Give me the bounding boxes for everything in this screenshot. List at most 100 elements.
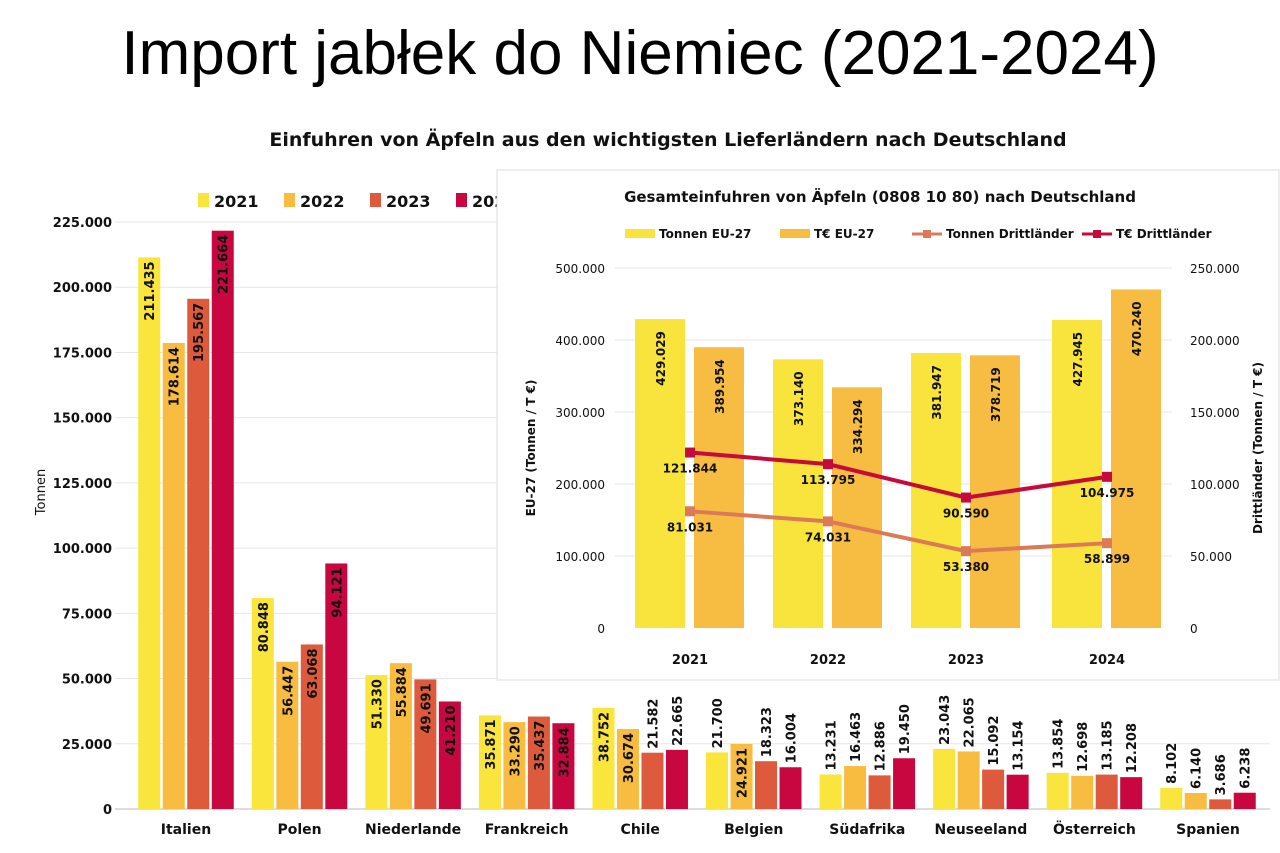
data-label: 8.102 [1165, 743, 1180, 784]
bar-2024-Polen [325, 563, 348, 809]
bar-2024-Italien [211, 230, 234, 809]
inset-title: Gesamteinfuhren von Äpfeln (0808 10 80) … [624, 187, 1136, 206]
data-label: 35.437 [533, 721, 548, 771]
inset-left-tick: 400.000 [555, 334, 605, 348]
bar-2021-Neuseeland [933, 748, 956, 809]
inset-line-marker [1102, 538, 1112, 549]
data-label: 22.665 [671, 696, 686, 746]
bar-2022-Niederlande [389, 663, 412, 809]
inset-legend-marker [923, 230, 931, 238]
data-label: 195.567 [192, 303, 207, 362]
y-axis-label: Tonnen [34, 469, 49, 516]
bar-2023-Neuseeland [982, 769, 1005, 809]
category-label: Frankreich [485, 822, 569, 838]
inset-bar-label: 429.029 [654, 331, 668, 386]
bar-2024-Belgien [779, 767, 802, 809]
bar-2021-Frankreich [478, 715, 501, 809]
category-label: Österreich [1053, 820, 1136, 838]
bar-2024-Österreich [1120, 777, 1143, 809]
bar-2021-Niederlande [365, 675, 388, 809]
inset-right-tick: 150.000 [1190, 406, 1240, 420]
inset-line-label: 81.031 [667, 520, 713, 534]
data-label: 211.435 [143, 261, 158, 320]
inset-right-axis-label: Drittländer (Tonnen / T €) [1251, 362, 1265, 534]
inset-legend-swatch [780, 229, 810, 238]
inset-legend-label: Tonnen EU-27 [659, 227, 751, 241]
data-label: 55.884 [395, 667, 410, 717]
category-label: Polen [277, 822, 321, 838]
bar-2022-Neuseeland [957, 751, 980, 809]
inset-right-tick: 200.000 [1190, 334, 1240, 348]
inset-left-tick: 200.000 [555, 478, 605, 492]
y-tick-label: 100.000 [53, 542, 112, 557]
inset-bar-Tonnen EU-27-2022 [773, 359, 823, 628]
data-label: 94.121 [330, 567, 345, 617]
category-label: Niederlande [365, 822, 461, 838]
bar-2024-Spanien [1233, 792, 1256, 809]
bar-2022-Italien [162, 343, 185, 809]
bar-2022-Österreich [1071, 775, 1094, 809]
bar-2021-Chile [592, 707, 615, 809]
inset-bar-Tonnen EU-27-2024 [1052, 319, 1102, 628]
inset-line-label: 104.975 [1080, 486, 1135, 500]
inset-line-label: 58.899 [1084, 552, 1130, 566]
data-label: 13.185 [1101, 720, 1116, 770]
data-label: 21.700 [711, 698, 726, 748]
category-label: Belgien [724, 822, 783, 838]
data-label: 32.884 [557, 727, 572, 777]
legend-swatch-2024 [456, 193, 467, 207]
data-label: 35.871 [484, 719, 499, 769]
inset-line-marker [1102, 471, 1112, 482]
inset-line-marker [823, 459, 833, 470]
bar-2023-Spanien [1209, 799, 1232, 809]
data-label: 6.238 [1239, 748, 1254, 789]
bar-2021-Spanien [1160, 787, 1183, 809]
data-label: 13.854 [1052, 719, 1067, 769]
inset-left-tick: 500.000 [555, 262, 605, 276]
inset-line-label: 90.590 [943, 507, 989, 521]
bar-2023-Südafrika [868, 775, 891, 809]
data-label: 3.686 [1214, 754, 1229, 795]
y-tick-label: 75.000 [62, 607, 112, 622]
inset-legend-label: T€ Drittländer [1116, 227, 1212, 241]
inset-line-Tonnen Drittländer [689, 509, 1108, 554]
data-label: 221.664 [217, 235, 232, 294]
inset-legend-label: Tonnen Drittländer [946, 227, 1074, 241]
category-label: Italien [161, 822, 211, 838]
data-label: 49.691 [419, 683, 434, 733]
data-label: 13.231 [825, 720, 840, 770]
inset-category-label: 2022 [810, 653, 846, 668]
data-label: 51.330 [370, 679, 385, 729]
data-label: 41.210 [444, 705, 459, 755]
bar-2024-Frankreich [552, 723, 575, 809]
bar-2024-Neuseeland [1006, 774, 1029, 809]
category-label: Neuseeland [935, 822, 1028, 838]
legend-label-2023: 2023 [386, 192, 431, 211]
y-tick-label: 225.000 [53, 216, 112, 231]
data-label: 16.004 [785, 713, 800, 763]
inset-bar-label: 378.719 [989, 367, 1003, 422]
data-label: 13.154 [1012, 721, 1027, 771]
data-label: 18.323 [760, 707, 775, 757]
data-label: 12.698 [1076, 722, 1091, 772]
inset-line-marker [685, 506, 695, 517]
inset-right-tick: 100.000 [1190, 478, 1240, 492]
category-label: Südafrika [829, 822, 905, 838]
inset-bar-label: 470.240 [1130, 301, 1144, 356]
inset-bar-label: 381.947 [930, 365, 944, 420]
inset-bar-label: 373.140 [792, 371, 806, 426]
inset-line-label: 53.380 [943, 560, 989, 574]
data-label: 19.450 [898, 704, 913, 754]
inset-bar-label: 389.954 [713, 359, 727, 414]
inset-bar-label: 427.945 [1071, 332, 1085, 387]
bar-2022-Polen [276, 661, 299, 809]
data-label: 178.614 [168, 347, 183, 406]
inset-line-marker [823, 516, 833, 527]
data-label: 22.065 [963, 697, 978, 747]
bar-2024-Chile [665, 749, 688, 809]
data-label: 15.092 [987, 715, 1002, 765]
inset-line-label: 74.031 [805, 530, 851, 544]
bar-2023-Österreich [1095, 774, 1118, 809]
y-tick-label: 0 [103, 803, 112, 818]
